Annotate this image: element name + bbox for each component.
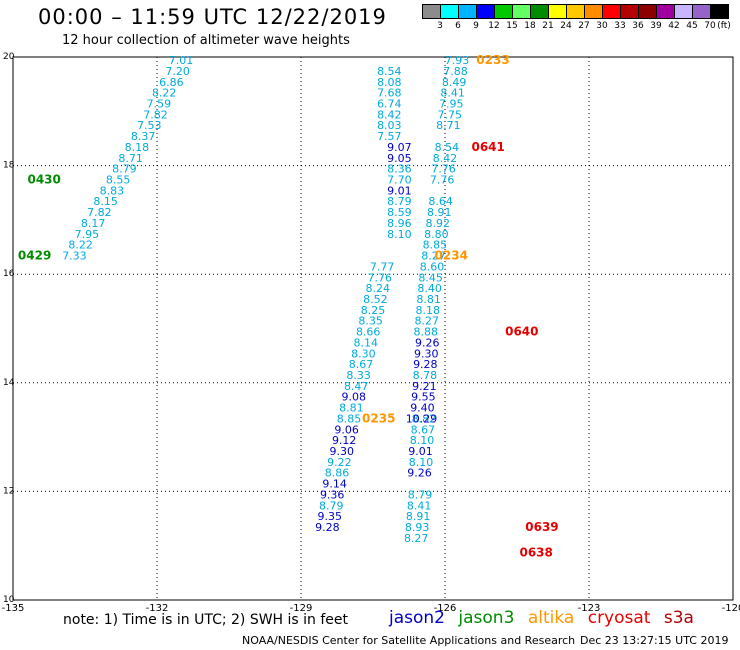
- pass-time-label: 0430: [27, 173, 60, 187]
- pass-time-label: 0429: [18, 249, 51, 263]
- pass-time-label: 0235: [362, 411, 395, 425]
- y-tick-label: 12: [3, 486, 14, 496]
- pass-time-label: 0638: [519, 546, 552, 560]
- data-point-jason2: 9.26: [407, 467, 432, 480]
- data-point-altika: 9.01: [387, 184, 412, 197]
- pass-time-label: 0641: [471, 140, 504, 154]
- data-point-altika: 9.36: [320, 488, 345, 501]
- data-point-jason2: 8.27: [404, 532, 429, 545]
- data-point-jason2: 8.71: [436, 119, 461, 132]
- y-tick-label: 10: [3, 595, 15, 605]
- data-point-jason2: 9.28: [413, 358, 438, 371]
- data-point-altika: 9.28: [315, 521, 340, 534]
- pass-time-label: 0233: [476, 53, 509, 67]
- footnote: note: 1) Time is in UTC; 2) SWH is in fe…: [63, 612, 348, 628]
- legend-jason2: jason2: [389, 608, 445, 628]
- legend-jason3: jason3: [458, 608, 514, 628]
- legend-s3a: s3a: [664, 608, 694, 628]
- y-tick-label: 18: [3, 161, 15, 171]
- pass-time-label: 0640: [505, 325, 538, 339]
- data-point-jason3: 7.33: [62, 250, 87, 263]
- data-point-jason2: 7.76: [430, 174, 455, 187]
- pass-time-label: 0234: [435, 249, 468, 263]
- legend-cryosat: cryosat: [588, 608, 651, 628]
- data-point-altika: 9.08: [342, 391, 367, 404]
- satellite-legend: jason2 jason3 altika cryosat s3a: [389, 608, 702, 628]
- data-point-altika: 8.10: [387, 228, 412, 241]
- y-tick-label: 14: [3, 378, 15, 388]
- pass-time-label: 0639: [525, 520, 558, 534]
- y-tick-label: 16: [3, 269, 15, 279]
- data-point-altika: 9.05: [387, 152, 412, 165]
- data-point-jason2: 9.01: [408, 445, 433, 458]
- data-point-jason2: 10.29: [406, 412, 438, 425]
- y-tick-label: 20: [3, 52, 15, 62]
- generated-timestamp: Dec 23 13:27:15 UTC 2019: [580, 634, 728, 647]
- data-point-altika: 9.30: [330, 445, 355, 458]
- wave-height-plot: -135 -132 -129 -126 -123 -120 10 12 14 16 18 20 7.01…: [0, 0, 740, 620]
- legend-altika: altika: [528, 608, 575, 628]
- x-tick-label: -120: [722, 603, 740, 614]
- credit-line: NOAA/NESDIS Center for Satellite Applica…: [242, 634, 575, 647]
